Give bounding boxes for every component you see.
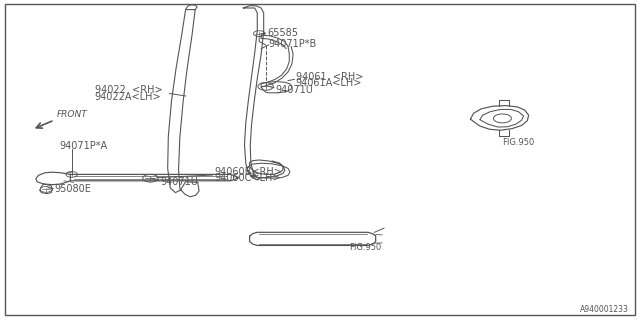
Text: 94071P*B: 94071P*B — [269, 39, 317, 49]
Text: FIG.950: FIG.950 — [349, 243, 381, 252]
Text: 94061  <RH>: 94061 <RH> — [296, 72, 363, 82]
Text: 94060C<LH>: 94060C<LH> — [214, 173, 281, 183]
Text: 95080E: 95080E — [54, 184, 92, 195]
Text: FIG.950: FIG.950 — [502, 138, 534, 147]
Text: 94071U: 94071U — [160, 177, 198, 188]
Text: 94071U: 94071U — [275, 84, 313, 95]
Text: 94060B<RH>: 94060B<RH> — [214, 167, 282, 177]
Text: 94022A<LH>: 94022A<LH> — [95, 92, 161, 102]
Text: FRONT: FRONT — [56, 110, 87, 119]
Text: 65585: 65585 — [268, 28, 298, 38]
Text: 94061A<LH>: 94061A<LH> — [296, 78, 362, 88]
Text: 94071P*A: 94071P*A — [59, 140, 107, 151]
Text: 94022  <RH>: 94022 <RH> — [95, 85, 163, 95]
Text: A940001233: A940001233 — [580, 305, 628, 314]
